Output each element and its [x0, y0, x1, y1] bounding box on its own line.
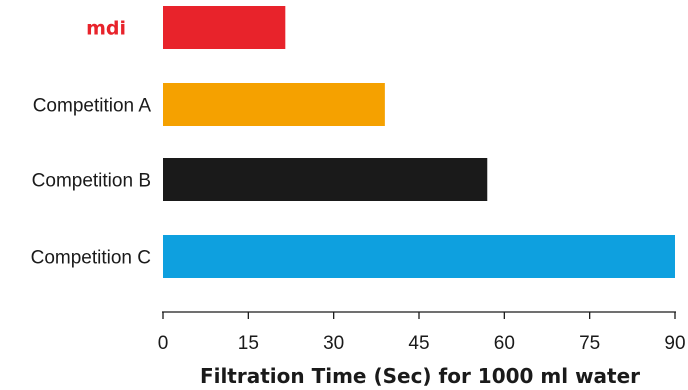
bar-competition-b: [163, 158, 488, 201]
x-tick-label-30: 30: [323, 333, 344, 354]
bar-competition-c: [163, 235, 675, 278]
category-label-competition-c: Competition C: [31, 248, 151, 269]
x-tick-label-90: 90: [664, 333, 685, 354]
category-label-competition-b: Competition B: [32, 171, 151, 192]
x-tick-label-15: 15: [238, 333, 259, 354]
x-tick-label-0: 0: [158, 333, 169, 354]
x-tick-label-45: 45: [408, 333, 429, 354]
x-axis: 0 15 30 45 60 75 90: [158, 311, 686, 354]
x-tick-label-60: 60: [494, 333, 515, 354]
x-tick-label-75: 75: [579, 333, 600, 354]
bars-group: [163, 6, 675, 278]
category-label-mdi: mdi: [86, 18, 126, 40]
x-axis-title: Filtration Time (Sec) for 1000 ml water: [200, 364, 640, 388]
bar-competition-a: [163, 83, 385, 126]
category-label-competition-a: Competition A: [33, 96, 152, 117]
category-labels: mdi Competition A Competition B Competition…: [31, 18, 152, 269]
bar-mdi: [163, 6, 286, 49]
